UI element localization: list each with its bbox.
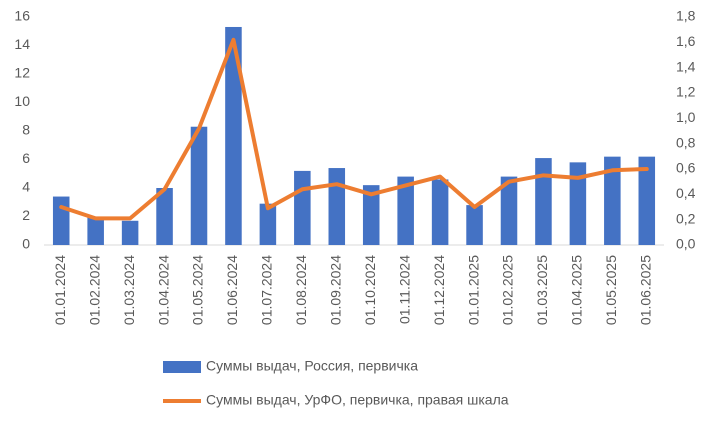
y2-tick-label: 0,6 xyxy=(676,160,696,176)
bar xyxy=(294,170,311,245)
x-tick-label: 01.01.2024 xyxy=(52,255,68,325)
y-tick-label: 6 xyxy=(22,150,30,166)
y2-tick-label: 0,2 xyxy=(676,210,696,226)
y-tick-label: 8 xyxy=(22,122,30,138)
x-tick-label: 01.06.2024 xyxy=(224,255,240,325)
y2-tick-label: 0,8 xyxy=(676,134,696,150)
bar xyxy=(190,126,208,245)
x-tick-label: 01.04.2025 xyxy=(569,255,585,325)
y-tick-label: 16 xyxy=(14,8,30,24)
x-tick-label: 01.02.2025 xyxy=(500,255,516,325)
y2-tick-label: 0,4 xyxy=(676,185,696,201)
x-tick-label: 01.02.2024 xyxy=(86,255,102,325)
x-tick-label: 01.07.2024 xyxy=(259,255,275,325)
x-tick-label: 01.08.2024 xyxy=(293,255,309,325)
bar xyxy=(604,156,621,245)
bar xyxy=(328,168,346,245)
y-tick-label: 14 xyxy=(14,36,30,52)
bar xyxy=(638,156,656,245)
bar xyxy=(535,158,552,245)
bar xyxy=(52,196,70,245)
y2-tick-label: 1,4 xyxy=(676,58,696,74)
x-tick-label: 01.03.2025 xyxy=(534,255,550,325)
x-tick-label: 01.10.2024 xyxy=(362,255,378,325)
bar xyxy=(121,220,139,245)
y2-tick-label: 1,2 xyxy=(676,84,696,100)
bar xyxy=(259,203,277,245)
x-tick-label: 01.05.2024 xyxy=(190,255,206,325)
bar xyxy=(466,205,483,245)
legend-label: Суммы выдач, Россия, первичка xyxy=(206,358,418,374)
y2-tick-label: 1,6 xyxy=(676,33,696,49)
bar xyxy=(362,185,380,245)
line xyxy=(59,37,649,221)
x-tick-label: 01.01.2025 xyxy=(465,255,481,325)
bar xyxy=(87,216,104,245)
x-tick-label: 01.11.2024 xyxy=(396,255,412,324)
legend-swatch xyxy=(163,361,201,373)
bar xyxy=(225,26,242,245)
legend-label: Суммы выдач, УрФО, первичка, правая шкал… xyxy=(206,392,509,408)
x-tick-label: 01.06.2025 xyxy=(637,255,653,325)
y-tick-label: 2 xyxy=(22,207,30,223)
bar xyxy=(156,188,173,245)
x-tick-label: 01.09.2024 xyxy=(327,255,343,325)
x-tick-label: 01.04.2024 xyxy=(155,255,171,325)
bar xyxy=(397,176,414,245)
y2-tick-label: 1,0 xyxy=(676,109,696,125)
bar xyxy=(569,162,587,245)
y-tick-label: 4 xyxy=(22,179,30,195)
bar xyxy=(431,179,449,245)
x-tick-label: 01.03.2024 xyxy=(121,255,137,325)
y-tick-label: 12 xyxy=(14,65,30,81)
y-tick-label: 10 xyxy=(14,93,30,109)
x-tick-label: 01.12.2024 xyxy=(431,255,447,325)
y2-tick-label: 0,0 xyxy=(676,236,696,252)
y2-tick-label: 1,8 xyxy=(676,8,696,24)
bar xyxy=(500,176,518,245)
x-tick-label: 01.05.2025 xyxy=(603,255,619,325)
y-tick-label: 0 xyxy=(22,236,30,252)
